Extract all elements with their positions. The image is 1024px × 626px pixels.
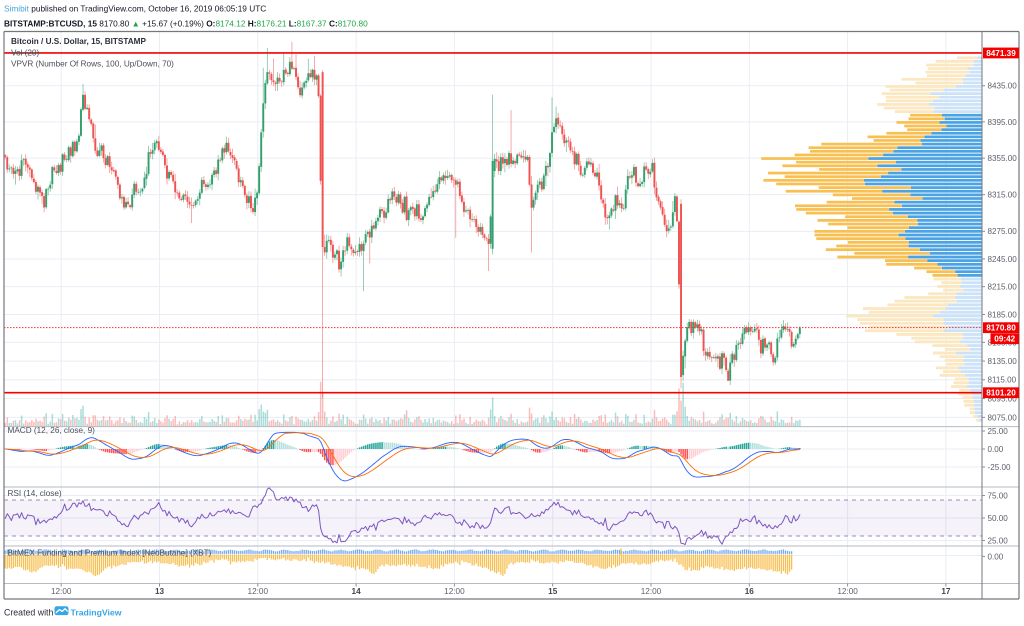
svg-text:50.00: 50.00 [988,514,1009,523]
svg-text:25.00: 25.00 [988,536,1009,545]
svg-text:8355.00: 8355.00 [988,154,1018,163]
svg-text:8185.00: 8185.00 [988,310,1018,319]
svg-text:8395.00: 8395.00 [988,118,1018,127]
svg-text:RSI (14, close): RSI (14, close) [8,489,62,498]
svg-text:75.00: 75.00 [988,491,1009,500]
svg-text:17: 17 [941,587,951,596]
svg-text:8095.00: 8095.00 [988,394,1018,403]
svg-text:8471.39: 8471.39 [986,49,1016,58]
svg-text:8245.00: 8245.00 [988,255,1018,264]
svg-text:8435.00: 8435.00 [988,82,1018,91]
svg-text:Simibit published on TradingVi: Simibit published on TradingView.com, Oc… [4,4,266,14]
svg-text:13: 13 [155,587,165,596]
svg-text:12:00: 12:00 [51,587,72,596]
svg-text:12:00: 12:00 [248,587,269,596]
svg-text:8315.00: 8315.00 [988,191,1018,200]
svg-text:12:00: 12:00 [837,587,858,596]
svg-text:12:00: 12:00 [641,587,662,596]
svg-text:09:42: 09:42 [994,335,1015,344]
svg-text:MACD (12, 26, close, 9): MACD (12, 26, close, 9) [8,426,96,435]
svg-text:14: 14 [352,587,362,596]
svg-text:8115.00: 8115.00 [988,376,1017,385]
svg-text:15: 15 [548,587,558,596]
svg-text:12:00: 12:00 [444,587,465,596]
svg-text:BITSTAMP:BTCUSD, 15 8170.80 ▲: BITSTAMP:BTCUSD, 15 8170.80 ▲ +15.67 (+0… [4,18,368,28]
svg-text:TradingView: TradingView [71,608,122,618]
svg-text:VPVR (Number Of Rows, 100, Up/: VPVR (Number Of Rows, 100, Up/Down, 70) [11,60,174,69]
svg-text:Vol (20): Vol (20) [11,49,39,58]
svg-text:0.00: 0.00 [988,445,1004,454]
svg-text:8135.00: 8135.00 [988,357,1018,366]
svg-text:-25.00: -25.00 [988,463,1011,472]
svg-text:8075.00: 8075.00 [988,413,1018,422]
svg-text:8215.00: 8215.00 [988,283,1018,292]
svg-text:16: 16 [745,587,755,596]
svg-text:Bitcoin / U.S. Dollar, 15, BIT: Bitcoin / U.S. Dollar, 15, BITSTAMP [11,37,146,46]
svg-text:8275.00: 8275.00 [988,227,1018,236]
svg-text:8101.20: 8101.20 [986,389,1016,398]
svg-text:25.00: 25.00 [988,427,1009,436]
svg-text:BitMEX Funding and Premium Ind: BitMEX Funding and Premium Index [NeoBut… [8,549,212,558]
svg-text:0.00: 0.00 [988,552,1004,561]
svg-text:8170.80: 8170.80 [986,324,1016,333]
svg-text:Created with: Created with [4,608,53,618]
